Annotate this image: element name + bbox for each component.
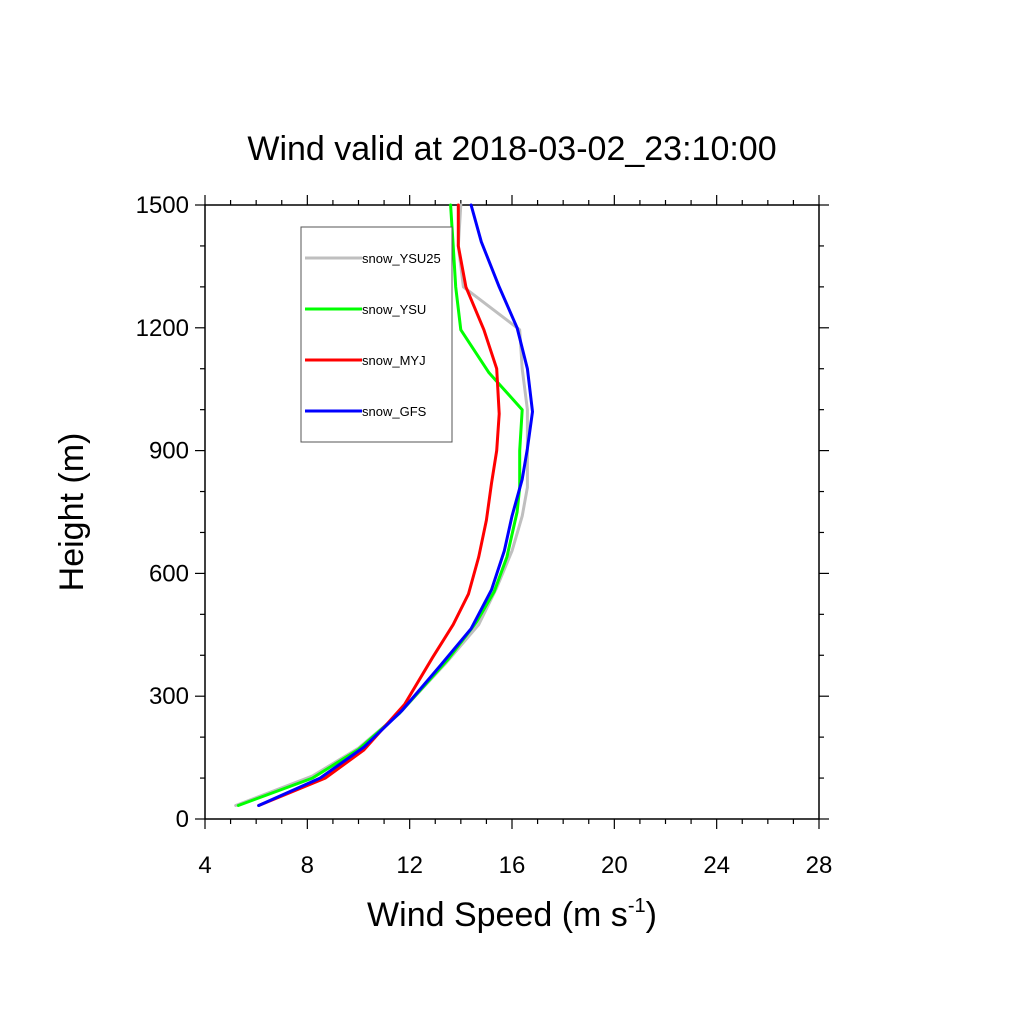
y-tick-label: 1500 [136,192,189,219]
x-axis-label-superscript: -1 [628,895,646,917]
y-tick-label: 600 [149,560,189,587]
x-tick-label: 4 [198,852,211,879]
axis-ticks: 4 8 12 16 20 24 28 0 300 600 900 1200 1500 [136,192,833,879]
legend-box [300,226,453,443]
x-tick-label: 20 [601,852,628,879]
legend-label-snow_YSU: snow_YSU [362,302,426,317]
x-axis-label-suffix: ) [646,896,657,934]
y-tick-label: 900 [149,438,189,465]
series-line-snow_GFS [257,203,534,807]
x-tick-label: 28 [806,852,833,879]
x-axis-label: Wind Speed (m s-1) [367,895,657,934]
legend-label-snow_MYJ: snow_MYJ [362,353,426,368]
y-tick-label: 1200 [136,315,189,342]
legend-label-snow_GFS: snow_GFS [362,404,427,419]
y-tick-label: 0 [176,806,189,833]
y-axis-label: Height (m) [53,433,91,592]
series-layer [234,203,534,807]
y-tick-label: 300 [149,683,189,710]
x-axis-label-main: Wind Speed (m s [367,896,628,934]
legend: snow_YSU25 snow_YSU snow_MYJ snow_GFS [300,226,453,443]
x-tick-label: 12 [396,852,423,879]
legend-label-snow_YSU25: snow_YSU25 [362,251,441,266]
x-tick-label: 24 [703,852,730,879]
x-tick-label: 16 [499,852,526,879]
chart-title: Wind valid at 2018-03-02_23:10:00 [247,130,776,168]
x-tick-label: 8 [301,852,314,879]
